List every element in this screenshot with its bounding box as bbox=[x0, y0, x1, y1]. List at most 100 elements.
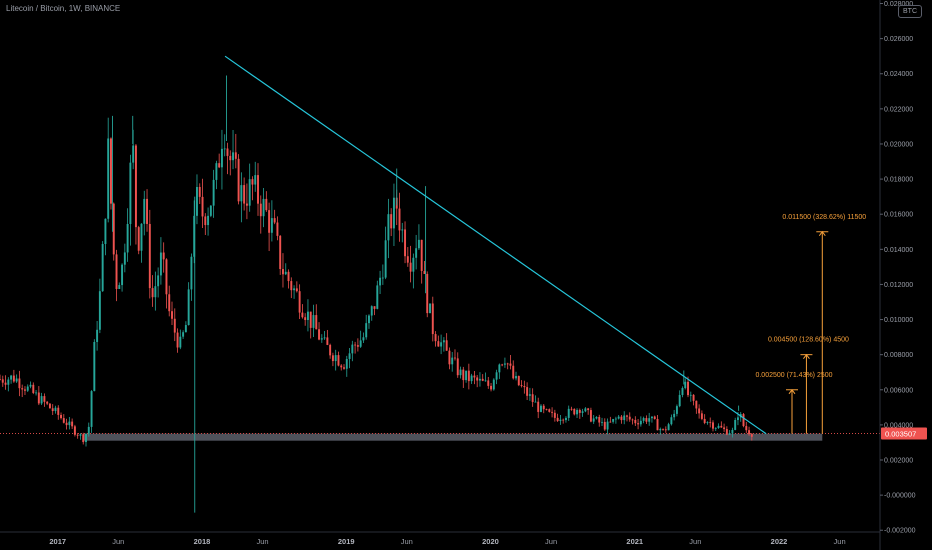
projection-label: 0.002500 (71.43%) 2500 bbox=[755, 372, 832, 379]
price-tick-label: 0.024000 bbox=[884, 71, 913, 78]
candle-body bbox=[121, 264, 124, 286]
candle-body bbox=[748, 430, 751, 435]
last-price-label: 0.003507 bbox=[885, 430, 916, 439]
price-tick-label: 0.016000 bbox=[884, 212, 913, 219]
candle-body bbox=[93, 341, 96, 392]
candle-body bbox=[212, 179, 215, 206]
candle-body bbox=[143, 198, 146, 224]
candle-body bbox=[440, 342, 443, 347]
price-tick-label: 0.022000 bbox=[884, 106, 913, 113]
candle-body bbox=[29, 384, 32, 387]
candle-body bbox=[534, 401, 537, 403]
candle-body bbox=[234, 152, 237, 159]
candle-body bbox=[201, 196, 204, 217]
candle-body bbox=[503, 363, 506, 365]
candle-body bbox=[176, 332, 179, 348]
candle-body bbox=[487, 380, 490, 386]
candle-body bbox=[60, 414, 63, 419]
candle-body bbox=[18, 378, 21, 389]
candle-body bbox=[245, 203, 248, 206]
candle-body bbox=[129, 162, 132, 225]
candle-body bbox=[667, 424, 670, 431]
candle-body bbox=[82, 434, 85, 443]
candle-body bbox=[506, 363, 509, 365]
support-zone[interactable] bbox=[83, 433, 823, 441]
candle-body bbox=[612, 419, 615, 422]
candle-body bbox=[348, 353, 351, 359]
candle-body bbox=[601, 421, 603, 423]
candle-body bbox=[675, 406, 678, 414]
candle-body bbox=[512, 365, 515, 379]
candle-body bbox=[373, 306, 376, 309]
candle-body bbox=[295, 288, 298, 292]
candle-body bbox=[606, 421, 609, 430]
candle-body bbox=[581, 411, 584, 413]
descending-trendline[interactable] bbox=[224, 55, 767, 435]
candle-body bbox=[306, 311, 309, 321]
candle-body bbox=[678, 394, 681, 407]
time-tick-label: Jun bbox=[401, 537, 413, 546]
candle-body bbox=[745, 426, 748, 431]
candle-body bbox=[184, 325, 187, 333]
candle-body bbox=[98, 291, 101, 330]
candle-body bbox=[473, 375, 476, 378]
price-tick-label: 0.026000 bbox=[884, 36, 913, 43]
price-tick-label: 0.018000 bbox=[884, 177, 913, 184]
candle-body bbox=[48, 403, 51, 409]
candle-body bbox=[653, 416, 656, 419]
projections-layer[interactable]: 0.002500 (71.43%) 2500 0.004500 (128.60%)… bbox=[755, 214, 866, 434]
candle-body bbox=[523, 386, 526, 388]
candle-body bbox=[146, 198, 149, 224]
candle-body bbox=[207, 215, 210, 226]
candle-body bbox=[218, 163, 221, 168]
candle-body bbox=[587, 408, 590, 411]
candle-body bbox=[110, 138, 112, 204]
candle-body bbox=[107, 138, 110, 219]
time-tick-label: 2021 bbox=[626, 537, 643, 546]
candle-body bbox=[379, 277, 382, 286]
time-axis[interactable]: 2017 Jun 2018 Jun 2019 Jun 2020 Jun 2021 Jun 2022 J… bbox=[0, 531, 880, 546]
candle-body bbox=[151, 288, 154, 298]
candle-body bbox=[442, 340, 445, 343]
candle-body bbox=[329, 344, 332, 356]
candle-body bbox=[243, 185, 246, 204]
candle-body bbox=[709, 422, 712, 424]
candle-body bbox=[126, 224, 129, 253]
candle-body bbox=[343, 367, 345, 369]
candle-body bbox=[104, 218, 107, 245]
candle-body bbox=[326, 337, 329, 345]
projection-label: 0.004500 (128.60%) 4500 bbox=[768, 337, 849, 344]
candle-body bbox=[262, 198, 265, 217]
candle-body bbox=[154, 286, 157, 298]
candle-body bbox=[223, 148, 226, 150]
candle-body bbox=[259, 203, 262, 217]
price-tick-label: 0.002000 bbox=[884, 458, 913, 465]
candle-body bbox=[401, 229, 404, 231]
candle-body bbox=[467, 370, 470, 382]
candle-body bbox=[573, 408, 576, 415]
candle-body bbox=[26, 386, 29, 391]
candle-body bbox=[381, 277, 384, 279]
candle-body bbox=[362, 337, 365, 341]
candle-body bbox=[564, 417, 567, 421]
candle-body bbox=[454, 357, 456, 359]
candle-body bbox=[664, 429, 667, 431]
candle-body bbox=[187, 289, 190, 326]
candle-body bbox=[265, 198, 268, 211]
candle-body bbox=[90, 391, 93, 427]
time-tick-label: 2020 bbox=[482, 537, 499, 546]
candle-body bbox=[509, 363, 512, 366]
candle-body bbox=[351, 344, 354, 354]
candle-body bbox=[623, 415, 626, 421]
candle-body bbox=[642, 418, 645, 421]
candle-body bbox=[415, 248, 418, 258]
candle-body bbox=[35, 392, 38, 394]
candle-body bbox=[173, 318, 176, 333]
trendline-layer[interactable] bbox=[224, 55, 767, 435]
price-axis[interactable]: 0.028000 0.026000 0.024000 0.022000 0.020000… bbox=[879, 0, 916, 550]
currency-badge[interactable]: BTC bbox=[898, 5, 922, 18]
candle-body bbox=[387, 214, 390, 241]
candle-body bbox=[398, 208, 401, 231]
symbol-title[interactable]: Litecoin / Bitcoin, 1W, BINANCE bbox=[6, 4, 121, 13]
